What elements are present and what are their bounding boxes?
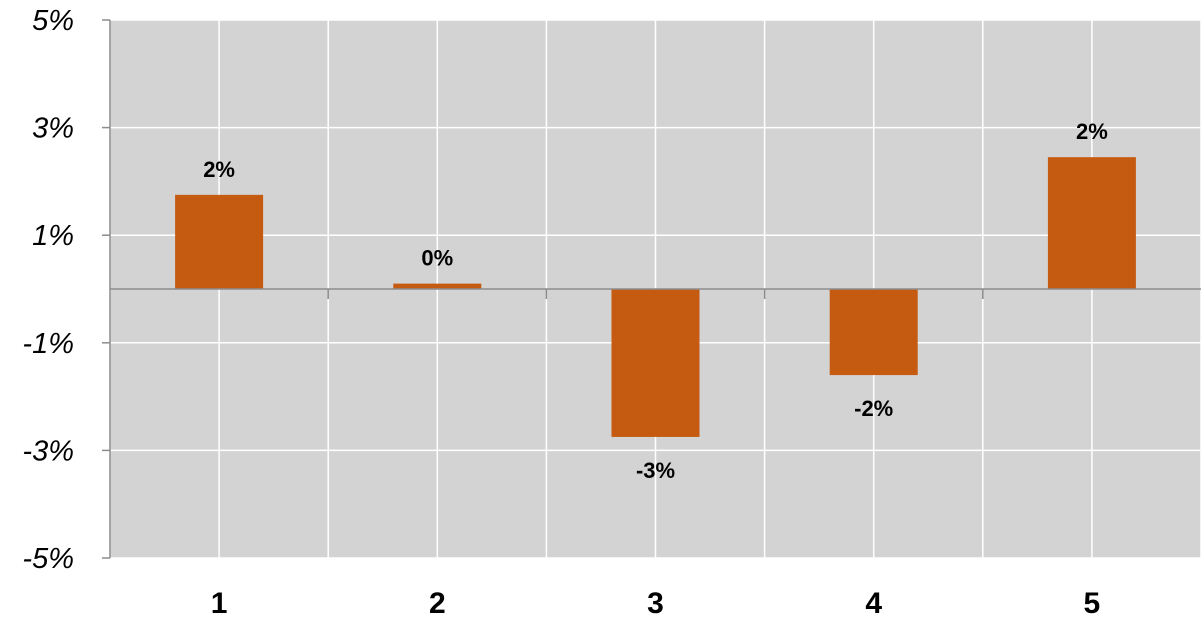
y-tick-label: -1% [22, 328, 74, 360]
x-tick-label: 4 [865, 587, 882, 620]
data-label-3: -3% [636, 458, 675, 483]
y-tick-label: 1% [32, 220, 74, 252]
axes [102, 19, 1201, 559]
y-tick-label: 5% [32, 5, 74, 37]
y-tick-label: -5% [22, 543, 74, 575]
x-tick-label: 5 [1084, 587, 1101, 620]
bar-4 [829, 289, 918, 376]
x-tick-label: 1 [211, 587, 228, 620]
data-label-5: 2% [1076, 119, 1108, 144]
bar-3 [611, 289, 700, 437]
labels: 2% 1 0% 2 -3% 3 -2% 4 2% 5 5% 3% 1% -1% -3% -5% [22, 5, 1107, 620]
bar-1 [175, 194, 264, 289]
bar-2 [393, 283, 482, 289]
bars [175, 157, 1136, 437]
data-label-2: 0% [421, 246, 453, 271]
data-label-4: -2% [854, 396, 893, 421]
y-tick-label: 3% [32, 113, 74, 145]
bar-5 [1047, 157, 1136, 289]
data-label-1: 2% [203, 157, 235, 182]
y-tick-label: -3% [22, 435, 74, 467]
x-tick-label: 2 [429, 587, 446, 620]
x-tick-label: 3 [647, 587, 664, 620]
